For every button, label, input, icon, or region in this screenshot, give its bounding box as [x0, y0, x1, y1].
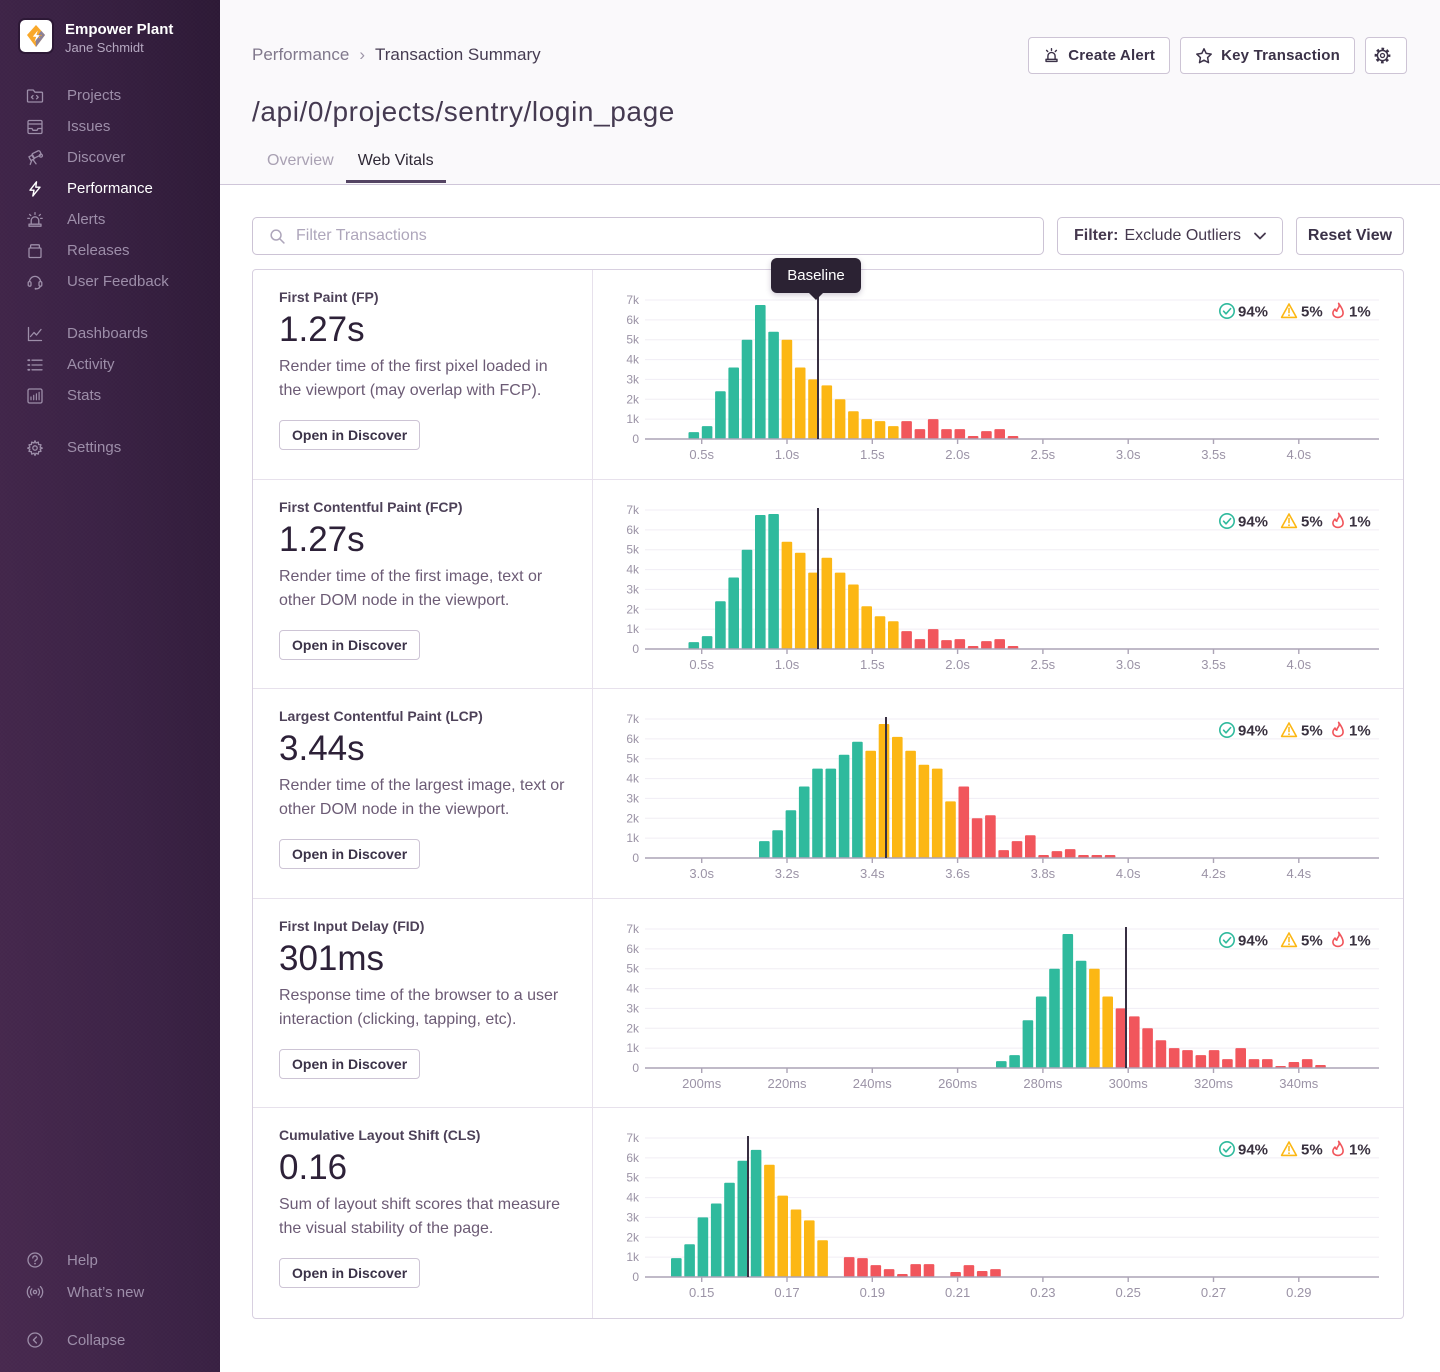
svg-text:5%: 5%: [1301, 513, 1323, 530]
svg-text:7k: 7k: [626, 922, 640, 936]
svg-text:200ms: 200ms: [682, 1076, 722, 1091]
svg-text:5%: 5%: [1301, 932, 1323, 949]
svg-text:1k: 1k: [626, 412, 640, 426]
svg-text:6k: 6k: [626, 732, 640, 746]
svg-text:1.0s: 1.0s: [775, 657, 800, 672]
svg-text:1%: 1%: [1349, 304, 1371, 321]
svg-text:3.8s: 3.8s: [1031, 866, 1056, 881]
svg-text:1%: 1%: [1349, 513, 1371, 530]
svg-text:3k: 3k: [626, 792, 640, 806]
svg-text:7k: 7k: [626, 293, 640, 307]
svg-text:3.0s: 3.0s: [689, 866, 714, 881]
svg-text:2.0s: 2.0s: [945, 657, 970, 672]
svg-text:1.5s: 1.5s: [860, 657, 885, 672]
svg-text:0.19: 0.19: [860, 1285, 885, 1300]
svg-text:1%: 1%: [1349, 1142, 1371, 1159]
svg-text:4k: 4k: [626, 353, 640, 367]
svg-text:3.5s: 3.5s: [1201, 657, 1226, 672]
svg-text:3.6s: 3.6s: [945, 866, 970, 881]
svg-text:1%: 1%: [1349, 723, 1371, 740]
svg-text:300ms: 300ms: [1109, 1076, 1149, 1091]
svg-text:7k: 7k: [626, 1131, 640, 1145]
svg-text:0.5s: 0.5s: [689, 447, 714, 462]
svg-text:0.27: 0.27: [1201, 1285, 1226, 1300]
svg-text:3k: 3k: [626, 582, 640, 596]
svg-text:6k: 6k: [626, 942, 640, 956]
svg-text:5k: 5k: [626, 961, 640, 975]
svg-text:5%: 5%: [1301, 304, 1323, 321]
svg-text:0: 0: [632, 1061, 639, 1075]
svg-text:0.25: 0.25: [1116, 1285, 1141, 1300]
svg-text:1%: 1%: [1349, 932, 1371, 949]
svg-text:94%: 94%: [1238, 723, 1268, 740]
svg-text:220ms: 220ms: [767, 1076, 807, 1091]
svg-text:6k: 6k: [626, 522, 640, 536]
svg-text:2k: 2k: [626, 1021, 640, 1035]
svg-text:2k: 2k: [626, 602, 640, 616]
svg-text:7k: 7k: [626, 503, 640, 517]
svg-text:4.4s: 4.4s: [1287, 866, 1312, 881]
svg-text:240ms: 240ms: [853, 1076, 893, 1091]
svg-text:3k: 3k: [626, 1211, 640, 1225]
svg-text:4k: 4k: [626, 562, 640, 576]
svg-text:5%: 5%: [1301, 723, 1323, 740]
svg-text:2.5s: 2.5s: [1031, 447, 1056, 462]
svg-text:3.0s: 3.0s: [1116, 447, 1141, 462]
svg-text:6k: 6k: [626, 313, 640, 327]
svg-text:2k: 2k: [626, 392, 640, 406]
svg-text:4.0s: 4.0s: [1287, 657, 1312, 672]
svg-text:0: 0: [632, 851, 639, 865]
svg-text:5k: 5k: [626, 752, 640, 766]
svg-text:280ms: 280ms: [1023, 1076, 1063, 1091]
svg-text:4k: 4k: [626, 981, 640, 995]
svg-text:0: 0: [632, 432, 639, 446]
svg-text:3k: 3k: [626, 1001, 640, 1015]
svg-text:5k: 5k: [626, 333, 640, 347]
svg-text:3.2s: 3.2s: [775, 866, 800, 881]
svg-text:0: 0: [632, 642, 639, 656]
svg-text:1.0s: 1.0s: [775, 447, 800, 462]
svg-text:2k: 2k: [626, 811, 640, 825]
svg-text:1k: 1k: [626, 1250, 640, 1264]
svg-text:1k: 1k: [626, 831, 640, 845]
svg-text:3.5s: 3.5s: [1201, 447, 1226, 462]
svg-text:0.17: 0.17: [774, 1285, 799, 1300]
svg-text:0: 0: [632, 1270, 639, 1284]
svg-text:3k: 3k: [626, 372, 640, 386]
svg-text:1k: 1k: [626, 622, 640, 636]
svg-text:1k: 1k: [626, 1041, 640, 1055]
svg-text:6k: 6k: [626, 1151, 640, 1165]
svg-text:0.29: 0.29: [1286, 1285, 1311, 1300]
svg-text:340ms: 340ms: [1279, 1076, 1319, 1091]
svg-text:3.0s: 3.0s: [1116, 657, 1141, 672]
svg-text:5k: 5k: [626, 542, 640, 556]
svg-text:4k: 4k: [626, 1191, 640, 1205]
svg-text:2.0s: 2.0s: [945, 447, 970, 462]
svg-text:2k: 2k: [626, 1231, 640, 1245]
svg-text:0.23: 0.23: [1030, 1285, 1055, 1300]
svg-text:320ms: 320ms: [1194, 1076, 1234, 1091]
svg-text:94%: 94%: [1238, 513, 1268, 530]
svg-text:0.21: 0.21: [945, 1285, 970, 1300]
svg-text:2.5s: 2.5s: [1031, 657, 1056, 672]
svg-text:4.0s: 4.0s: [1116, 866, 1141, 881]
svg-text:0.5s: 0.5s: [689, 657, 714, 672]
svg-text:7k: 7k: [626, 712, 640, 726]
svg-text:94%: 94%: [1238, 304, 1268, 321]
svg-text:4.2s: 4.2s: [1201, 866, 1226, 881]
svg-text:1.5s: 1.5s: [860, 447, 885, 462]
svg-text:4.0s: 4.0s: [1287, 447, 1312, 462]
svg-text:5k: 5k: [626, 1171, 640, 1185]
svg-text:3.4s: 3.4s: [860, 866, 885, 881]
svg-text:94%: 94%: [1238, 1142, 1268, 1159]
svg-text:260ms: 260ms: [938, 1076, 978, 1091]
svg-text:4k: 4k: [626, 772, 640, 786]
svg-text:94%: 94%: [1238, 932, 1268, 949]
svg-text:0.15: 0.15: [689, 1285, 714, 1300]
svg-text:5%: 5%: [1301, 1142, 1323, 1159]
